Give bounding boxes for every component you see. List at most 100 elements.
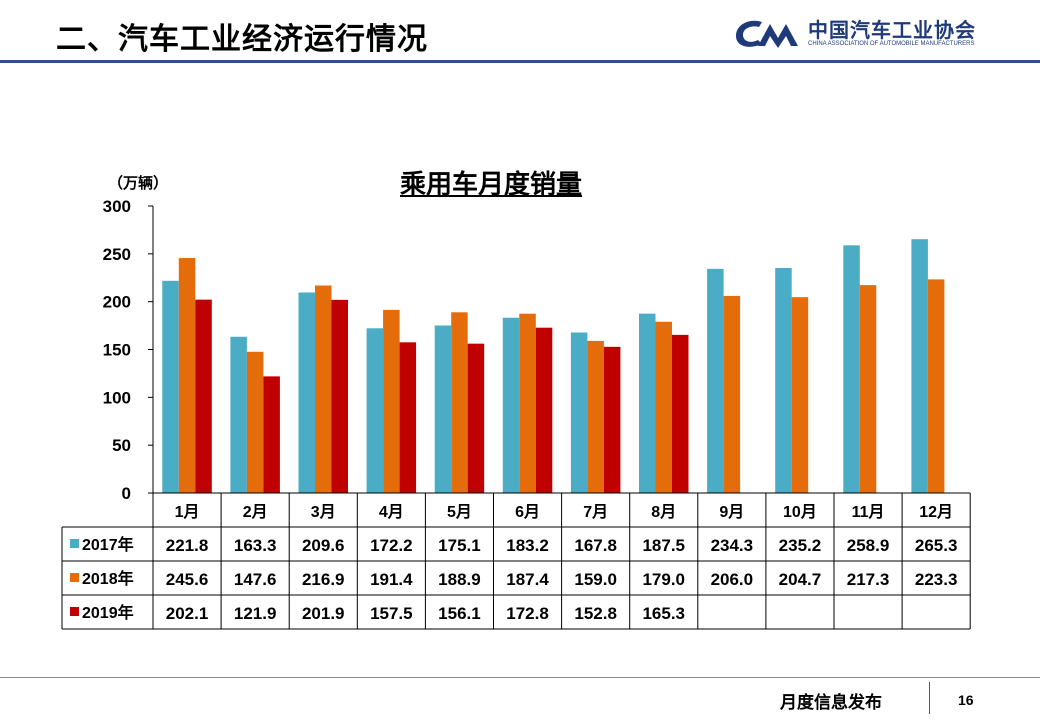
bar-2018年-3月 <box>315 285 332 493</box>
data-label: 245.6 <box>166 570 209 589</box>
bar-2018年-8月 <box>655 321 672 493</box>
data-label: 167.8 <box>574 536 617 555</box>
data-label: 159.0 <box>574 570 617 589</box>
bar-2019年-1月 <box>195 299 212 493</box>
data-label: 172.2 <box>370 536 413 555</box>
legend-label: 2018年 <box>82 569 134 588</box>
y-tick-label: 300 <box>103 197 131 216</box>
data-label: 163.3 <box>234 536 277 555</box>
bar-2019年-7月 <box>603 346 621 493</box>
y-tick-label: 50 <box>112 436 131 455</box>
bar-2018年-6月 <box>519 313 536 493</box>
data-label: 216.9 <box>302 570 345 589</box>
y-tick-label: 0 <box>122 484 131 503</box>
bar-2017年-7月 <box>570 332 588 493</box>
data-label: 188.9 <box>438 570 481 589</box>
bar-2017年-8月 <box>639 313 656 493</box>
data-label: 217.3 <box>847 570 890 589</box>
bar-2018年-1月 <box>178 258 196 493</box>
bar-2017年-3月 <box>298 292 315 493</box>
x-category-label: 8月 <box>651 503 676 521</box>
page-number: 16 <box>958 692 974 708</box>
data-label: 165.3 <box>642 604 685 623</box>
x-category-label: 1月 <box>175 503 200 521</box>
data-label: 121.9 <box>234 604 277 623</box>
bar-2017年-1月 <box>162 280 179 493</box>
bar-2017年-9月 <box>707 268 724 493</box>
bar-2019年-3月 <box>331 299 348 493</box>
data-label: 265.3 <box>915 536 958 555</box>
legend-swatch-2017年 <box>70 539 79 548</box>
data-label: 223.3 <box>915 570 958 589</box>
bar-2017年-2月 <box>230 336 247 493</box>
data-label: 175.1 <box>438 536 481 555</box>
x-category-label: 11月 <box>852 503 885 521</box>
title-divider <box>0 60 1040 63</box>
x-category-label: 5月 <box>447 503 472 521</box>
bar-2018年-11月 <box>859 285 877 493</box>
bar-2019年-4月 <box>399 342 417 493</box>
legend-label: 2019年 <box>82 603 134 622</box>
data-label: 201.9 <box>302 604 345 623</box>
bar-2018年-4月 <box>383 309 400 493</box>
x-category-label: 7月 <box>583 503 608 521</box>
logo-chinese-name: 中国汽车工业协会 <box>808 18 976 42</box>
chart-title: 乘用车月度销量 <box>400 170 583 200</box>
logo-english-name: CHINA ASSOCIATION OF AUTOMOBILE MANUFACT… <box>808 41 975 47</box>
bar-2018年-9月 <box>723 295 741 493</box>
legend-swatch-2019年 <box>70 607 79 616</box>
data-label: 235.2 <box>779 536 822 555</box>
y-tick-label: 100 <box>103 388 131 407</box>
data-label: 183.2 <box>506 536 549 555</box>
data-label: 204.7 <box>779 570 822 589</box>
data-label: 172.8 <box>506 604 549 623</box>
bar-2018年-10月 <box>791 297 809 493</box>
y-tick-label: 200 <box>103 293 131 312</box>
bar-2017年-12月 <box>911 239 928 493</box>
bar-2017年-11月 <box>843 245 860 493</box>
bar-2018年-2月 <box>246 351 264 493</box>
bar-2017年-5月 <box>434 325 452 493</box>
caam-logo: 中国汽车工业协会 CHINA ASSOCIATION OF AUTOMOBILE… <box>732 14 1002 54</box>
y-axis-unit: （万辆） <box>108 174 169 192</box>
bar-2017年-10月 <box>775 267 792 493</box>
data-label: 187.4 <box>506 570 549 589</box>
legend-label: 2017年 <box>82 535 134 554</box>
x-category-label: 2月 <box>243 503 268 521</box>
footer-text: 月度信息发布 <box>780 693 882 713</box>
bar-2017年-6月 <box>502 317 520 493</box>
bar-2018年-5月 <box>451 312 468 493</box>
data-label: 187.5 <box>642 536 685 555</box>
data-label: 209.6 <box>302 536 345 555</box>
y-tick-label: 150 <box>103 341 131 360</box>
footer-separator <box>929 682 930 714</box>
data-label: 147.6 <box>234 570 277 589</box>
data-label: 202.1 <box>166 604 209 623</box>
x-category-label: 4月 <box>379 503 404 521</box>
bar-2018年-7月 <box>587 340 604 493</box>
data-label: 258.9 <box>847 536 890 555</box>
data-label: 152.8 <box>574 604 617 623</box>
footer-divider <box>0 677 1040 678</box>
legend-swatch-2018年 <box>70 573 79 582</box>
x-category-label: 6月 <box>515 503 540 521</box>
x-category-label: 3月 <box>311 503 336 521</box>
bar-2019年-2月 <box>263 376 280 493</box>
data-label: 234.3 <box>711 536 754 555</box>
data-label: 179.0 <box>642 570 685 589</box>
bar-2019年-8月 <box>672 334 689 493</box>
slide-title: 二、汽车工业经济运行情况 <box>56 22 428 57</box>
x-category-label: 12月 <box>919 503 953 521</box>
bar-2018年-12月 <box>927 279 945 493</box>
data-label: 157.5 <box>370 604 413 623</box>
bar-2019年-6月 <box>535 327 553 493</box>
data-label: 156.1 <box>438 604 481 623</box>
data-label: 191.4 <box>370 570 413 589</box>
y-tick-label: 250 <box>103 245 131 264</box>
caam-logo-mark-icon <box>736 20 798 48</box>
x-category-label: 10月 <box>783 503 817 521</box>
bar-2017年-4月 <box>366 328 384 493</box>
bar-2019年-5月 <box>467 343 485 493</box>
data-label: 206.0 <box>711 570 754 589</box>
